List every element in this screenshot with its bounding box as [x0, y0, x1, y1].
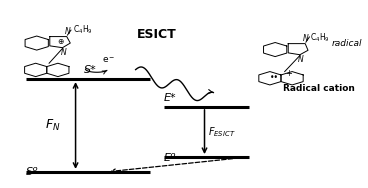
- Text: ESICT: ESICT: [137, 28, 177, 41]
- Text: Radical cation: Radical cation: [283, 84, 355, 93]
- Text: N: N: [303, 34, 309, 43]
- Text: S*: S*: [84, 65, 97, 75]
- Text: E*: E*: [164, 93, 177, 103]
- Text: N: N: [60, 49, 66, 58]
- Text: Sº: Sº: [26, 167, 39, 177]
- Text: N: N: [298, 55, 304, 64]
- Text: C$_4$H$_9$: C$_4$H$_9$: [73, 24, 93, 36]
- Text: $F_{ESICT}$: $F_{ESICT}$: [208, 125, 236, 139]
- Text: $\oplus$: $\oplus$: [57, 37, 64, 46]
- Text: radical: radical: [332, 39, 362, 48]
- Text: $F_N$: $F_N$: [45, 118, 60, 133]
- Text: Eº: Eº: [164, 152, 176, 163]
- Text: e$^-$: e$^-$: [102, 56, 116, 65]
- Text: ••: ••: [270, 73, 279, 82]
- Text: C$_4$H$_9$: C$_4$H$_9$: [310, 31, 330, 44]
- Text: +: +: [285, 69, 292, 78]
- Text: N: N: [64, 27, 70, 36]
